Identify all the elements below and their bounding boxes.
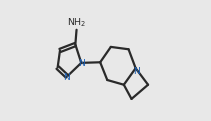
Text: N: N <box>78 59 85 68</box>
Text: NH$_2$: NH$_2$ <box>67 16 86 29</box>
Text: N: N <box>63 73 70 82</box>
Text: N: N <box>133 67 139 76</box>
